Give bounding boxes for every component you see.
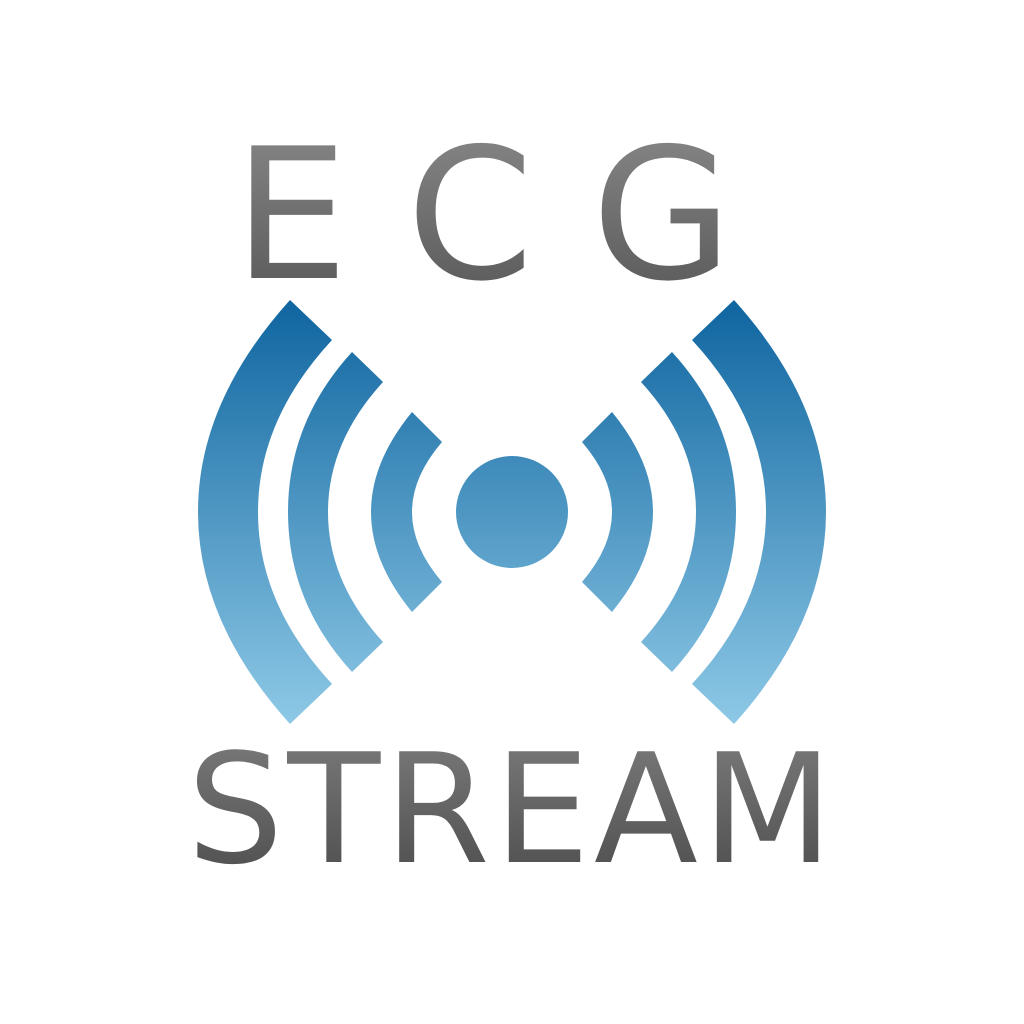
signal-arc-right-outer [692, 300, 826, 724]
signal-arc-left-inner [371, 412, 442, 612]
signal-arc-left-middle [288, 352, 383, 672]
signal-center-dot [456, 456, 568, 568]
signal-arc-left-outer [198, 300, 332, 724]
signal-arc-right-middle [641, 352, 736, 672]
broadcast-signal-icon [198, 300, 826, 724]
logo-title-ecg: ECG [233, 109, 790, 321]
logo-subtitle-stream: STREAM [187, 721, 837, 898]
signal-arc-right-inner [582, 412, 653, 612]
